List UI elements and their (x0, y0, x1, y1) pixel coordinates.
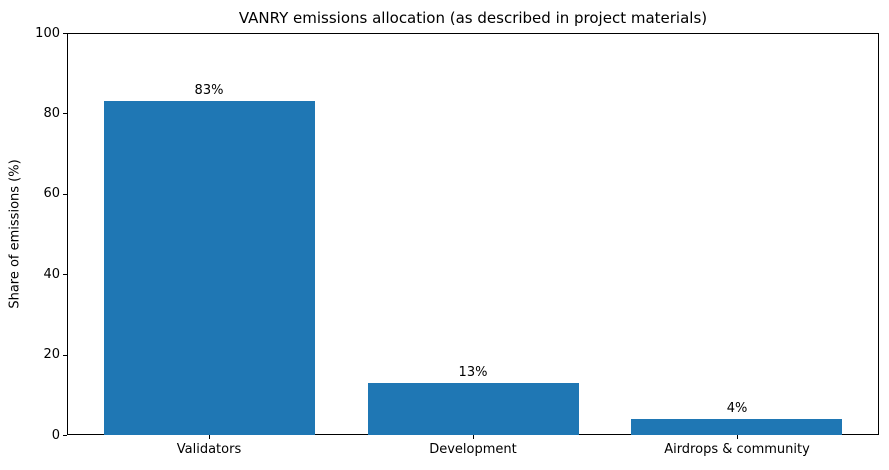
x-tick-mark (473, 435, 474, 439)
x-tick-label: Validators (176, 442, 242, 457)
x-tick-mark (209, 435, 210, 439)
x-tick-label: Airdrops & community (664, 442, 810, 457)
bar-validators (104, 101, 315, 435)
y-tick-mark (63, 274, 67, 275)
y-tick-label: 0 (51, 428, 60, 443)
chart-title: VANRY emissions allocation (as described… (238, 9, 708, 27)
bar-development (368, 383, 579, 435)
y-axis-label: Share of emissions (%) (7, 159, 23, 309)
y-tick-label: 80 (43, 106, 60, 121)
bar-value-label: 4% (726, 401, 748, 416)
y-tick-mark (63, 113, 67, 114)
y-tick-mark (63, 435, 67, 436)
y-tick-mark (63, 355, 67, 356)
x-tick-mark (737, 435, 738, 439)
bar-airdrops-community (631, 419, 842, 435)
y-tick-mark (63, 33, 67, 34)
y-tick-label: 100 (35, 26, 60, 41)
y-tick-label: 20 (43, 347, 60, 362)
bar-value-label: 13% (458, 365, 488, 380)
bar-value-label: 83% (194, 83, 224, 98)
x-tick-label: Development (429, 442, 517, 457)
y-tick-mark (63, 194, 67, 195)
y-tick-label: 60 (43, 186, 60, 201)
y-tick-label: 40 (43, 267, 60, 282)
